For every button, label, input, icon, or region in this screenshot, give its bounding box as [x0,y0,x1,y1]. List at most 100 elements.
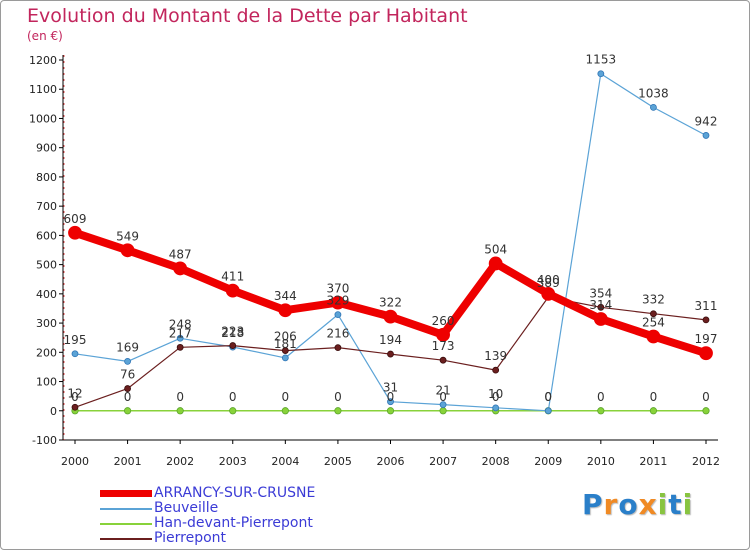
data-label-han: 0 [702,390,710,404]
x-tick-label: 2000 [61,455,89,468]
y-tick-label: 200 [36,346,57,359]
data-point-beuveille [387,398,394,406]
logo-letter: t [668,488,683,521]
data-point-han [176,407,184,415]
data-label-pierrepont: 332 [642,293,665,307]
data-label-arrancy: 344 [274,289,297,303]
data-label-beuveille: 169 [116,340,139,354]
x-tick-label: 2005 [324,455,352,468]
data-point-pierrepont [71,403,79,411]
legend-label-pierrepont: Pierrepont [154,530,227,546]
x-tick-label: 2001 [114,455,142,468]
data-point-pierrepont [492,366,500,374]
data-point-beuveille [334,311,342,319]
data-label-pierrepont: 206 [274,330,297,344]
data-label-han: 0 [124,390,132,404]
data-label-pierrepont: 173 [432,339,455,353]
data-point-han [229,407,237,415]
data-point-beuveille [439,401,447,409]
y-tick-label: 1100 [29,83,57,96]
data-point-pierrepont [176,343,184,351]
data-point-arrancy [383,309,398,324]
data-label-pierrepont: 139 [484,349,507,363]
legend-label-arrancy: ARRANCY-SUR-CRUSNE [154,485,316,501]
data-point-han [597,407,605,415]
data-point-arrancy [68,225,82,240]
data-point-pierrepont [334,344,342,352]
data-label-beuveille: 942 [695,114,718,128]
logo-letter: o [618,488,639,521]
data-label-beuveille: 1153 [586,53,617,67]
data-point-beuveille [281,354,289,362]
data-point-han [702,407,710,415]
data-point-beuveille [176,334,184,342]
data-point-arrancy [646,329,661,344]
data-label-han: 0 [650,390,658,404]
data-point-pierrepont [702,316,710,324]
data-point-han [123,407,132,415]
x-tick-label: 2003 [219,455,247,468]
data-label-han: 0 [544,390,552,404]
data-label-arrancy: 609 [64,212,87,226]
legend-swatch-arrancy [100,490,152,497]
data-label-beuveille: 248 [169,317,192,331]
logo-letter: i [657,488,669,521]
data-label-arrancy: 400 [537,273,560,287]
data-label-beuveille: 218 [221,326,244,340]
legend-swatch-han [100,522,152,525]
x-tick-label: 2012 [692,455,720,468]
legend-label-han: Han-devant-Pierrepont [154,515,313,531]
logo-letter: x [638,488,658,521]
series-line-beuveille [74,73,707,412]
data-label-arrancy: 254 [642,316,665,330]
data-label-beuveille: 31 [383,381,398,395]
data-point-pierrepont [650,310,657,318]
data-point-beuveille [597,70,605,78]
y-tick-label: 600 [36,229,57,242]
x-tick-label: 2004 [271,455,299,468]
data-point-arrancy [225,283,240,298]
data-point-beuveille [702,132,710,139]
data-label-arrancy: 411 [221,270,244,284]
data-point-beuveille [492,404,500,412]
data-point-pierrepont [281,347,289,354]
chart-title: Evolution du Montant de la Dette par Hab… [27,5,468,27]
data-point-beuveille [544,407,552,415]
data-label-han: 0 [387,390,395,404]
logo-letter: P [582,488,604,521]
data-label-beuveille: 1038 [638,86,669,100]
data-label-beuveille: 10 [488,387,503,401]
logo-letter: r [603,488,619,521]
data-label-arrancy: 322 [379,296,402,310]
data-point-pierrepont [439,356,447,364]
y-tick-label: 700 [36,200,57,213]
data-point-arrancy [488,256,503,271]
data-label-arrancy: 370 [326,282,349,296]
data-label-arrancy: 487 [169,247,192,261]
data-label-han: 0 [597,390,605,404]
legend-label-beuveille: Beuveille [154,500,219,516]
data-label-beuveille: 195 [64,333,87,347]
proxiti-logo: Proxiti [582,488,693,521]
data-label-arrancy: 549 [116,229,139,243]
data-point-arrancy [278,303,293,318]
chart-subtitle: (en €) [27,29,63,43]
y-tick-label: 300 [36,317,57,330]
data-label-han: 0 [492,390,500,404]
data-label-han: 0 [282,390,290,404]
y-tick-label: -100 [32,434,57,447]
data-point-han [281,407,289,415]
y-tick-label: 100 [36,376,57,389]
data-point-arrancy [120,243,135,258]
data-point-pierrepont [387,350,394,358]
x-tick-label: 2002 [166,455,194,468]
data-point-arrancy [699,346,713,361]
legend-item-beuveille: Beuveille [100,501,315,516]
data-label-pierrepont: 311 [695,299,718,313]
data-label-pierrepont: 217 [169,326,192,340]
data-label-beuveille: 21 [435,384,450,398]
legend-swatch-beuveille [100,507,152,510]
data-label-pierrepont: 389 [537,276,560,290]
data-point-beuveille [124,357,131,365]
